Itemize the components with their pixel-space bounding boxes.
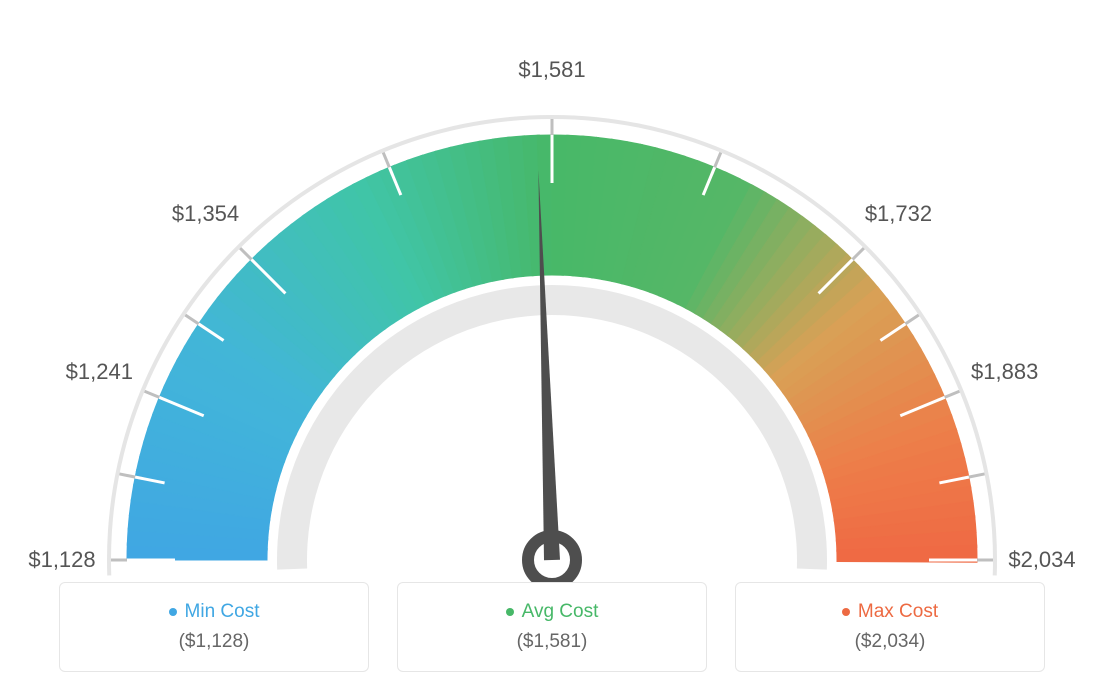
legend-row: Min Cost ($1,128) Avg Cost ($1,581) Max … bbox=[59, 582, 1045, 672]
legend-value-max: ($2,034) bbox=[855, 631, 926, 653]
legend-card-min: Min Cost ($1,128) bbox=[59, 582, 369, 672]
legend-title-max: Max Cost bbox=[842, 601, 938, 623]
gauge-tick-label: $2,034 bbox=[1008, 547, 1075, 573]
gauge-tick-label: $1,581 bbox=[518, 57, 585, 83]
dot-icon bbox=[506, 608, 514, 616]
gauge-tick-label: $1,241 bbox=[66, 359, 133, 385]
legend-value-avg: ($1,581) bbox=[517, 631, 588, 653]
dot-icon bbox=[169, 608, 177, 616]
legend-label-avg: Avg Cost bbox=[522, 601, 599, 623]
legend-title-avg: Avg Cost bbox=[506, 601, 599, 623]
legend-card-avg: Avg Cost ($1,581) bbox=[397, 582, 707, 672]
gauge-svg bbox=[0, 40, 1104, 600]
legend-label-max: Max Cost bbox=[858, 601, 938, 623]
legend-title-min: Min Cost bbox=[169, 601, 260, 623]
gauge-tick-label: $1,128 bbox=[28, 547, 95, 573]
gauge-chart-container: $1,128 $1,241 $1,354 $1,581 $1,732 $1,883 $2,0… bbox=[0, 0, 1104, 690]
gauge-tick-label: $1,354 bbox=[172, 201, 239, 227]
dot-icon bbox=[842, 608, 850, 616]
legend-value-min: ($1,128) bbox=[179, 631, 250, 653]
legend-card-max: Max Cost ($2,034) bbox=[735, 582, 1045, 672]
gauge-tick-label: $1,883 bbox=[971, 359, 1038, 385]
legend-label-min: Min Cost bbox=[185, 601, 260, 623]
gauge-area: $1,128$1,241$1,354$1,581$1,732$1,883$2,0… bbox=[0, 0, 1104, 560]
gauge-tick-label: $1,732 bbox=[865, 201, 932, 227]
